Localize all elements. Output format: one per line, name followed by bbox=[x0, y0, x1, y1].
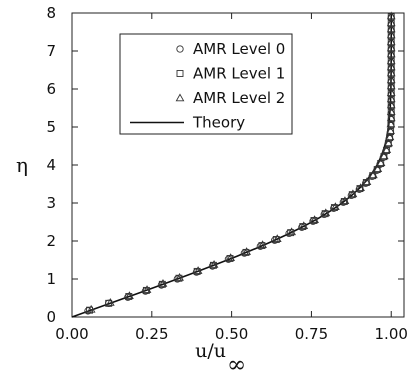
triangle-marker bbox=[386, 24, 396, 33]
triangle-marker bbox=[386, 37, 396, 46]
square-marker bbox=[387, 90, 395, 98]
y-tick-label: 7 bbox=[46, 42, 56, 60]
square-marker bbox=[86, 306, 94, 314]
y-tick-label: 3 bbox=[46, 194, 56, 212]
x-tick-label: 0.50 bbox=[215, 325, 248, 343]
square-marker bbox=[387, 58, 395, 66]
legend: AMR Level 0 AMR Level 1 AMR Level 2 Theory bbox=[130, 40, 285, 132]
legend-square-marker bbox=[176, 70, 184, 77]
triangle-marker bbox=[193, 266, 203, 274]
square-marker bbox=[387, 109, 395, 117]
square-marker bbox=[387, 20, 395, 28]
x-axis-label: u/u bbox=[195, 340, 226, 362]
circle-marker bbox=[298, 223, 306, 231]
triangle-marker bbox=[86, 304, 96, 313]
tick-labels: 0.00 0.25 0.50 0.75 1.00 0 1 2 3 4 5 6 7 8 bbox=[46, 4, 407, 343]
triangle-marker bbox=[158, 279, 168, 287]
triangle-marker bbox=[386, 18, 396, 27]
triangle-marker bbox=[386, 126, 395, 135]
triangle-marker bbox=[386, 113, 396, 122]
circle-marker bbox=[256, 242, 264, 250]
x-tick-label: 0.25 bbox=[135, 325, 168, 343]
y-tick-label: 5 bbox=[46, 118, 56, 136]
triangle-marker bbox=[386, 68, 396, 77]
y-tick-label: 1 bbox=[46, 270, 56, 288]
legend-triangle-marker bbox=[175, 93, 185, 102]
triangle-marker bbox=[142, 285, 152, 293]
triangle-marker bbox=[386, 100, 396, 109]
triangle-marker bbox=[272, 234, 282, 242]
x-tick-label: 0.75 bbox=[295, 325, 328, 343]
legend-label: AMR Level 2 bbox=[193, 89, 285, 107]
triangle-marker bbox=[310, 215, 319, 223]
triangle-marker bbox=[385, 132, 395, 141]
triangle-marker bbox=[386, 30, 396, 39]
y-tick-label: 6 bbox=[46, 80, 56, 98]
y-tick-label: 4 bbox=[46, 156, 56, 174]
triangle-marker bbox=[386, 107, 396, 116]
triangle-marker bbox=[386, 43, 396, 52]
triangle-marker bbox=[382, 145, 392, 154]
triangle-marker bbox=[258, 240, 267, 249]
triangle-marker bbox=[226, 253, 236, 261]
circle-marker bbox=[240, 249, 249, 257]
triangle-marker bbox=[386, 11, 396, 20]
triangle-marker bbox=[386, 62, 396, 71]
triangle-marker bbox=[373, 164, 383, 173]
triangle-marker bbox=[386, 81, 396, 90]
triangle-marker bbox=[386, 56, 396, 65]
circle-marker bbox=[84, 307, 92, 315]
triangle-marker bbox=[125, 291, 134, 299]
triangle-marker bbox=[386, 88, 396, 97]
x-tick-label: 1.00 bbox=[375, 325, 408, 343]
triangle-marker bbox=[368, 170, 378, 179]
y-tick-label: 0 bbox=[46, 308, 56, 326]
y-tick-label: 8 bbox=[46, 4, 56, 22]
triangle-marker bbox=[386, 49, 396, 58]
triangle-marker bbox=[175, 272, 184, 281]
circle-marker bbox=[224, 255, 233, 263]
square-marker bbox=[387, 77, 395, 85]
triangle-marker bbox=[330, 202, 340, 211]
legend-label: AMR Level 1 bbox=[193, 65, 285, 83]
legend-label: Theory bbox=[192, 114, 245, 132]
triangle-marker bbox=[386, 75, 396, 84]
triangle-marker bbox=[299, 221, 309, 230]
triangle-marker bbox=[242, 247, 251, 255]
circle-marker bbox=[271, 236, 279, 244]
triangle-marker bbox=[356, 183, 365, 192]
x-tick-label: 0.00 bbox=[55, 325, 88, 343]
circle-marker bbox=[285, 229, 293, 238]
legend-circle-marker bbox=[176, 45, 184, 53]
triangle-marker bbox=[321, 208, 331, 217]
triangle-marker bbox=[105, 298, 115, 306]
triangle-marker bbox=[376, 158, 386, 166]
series-amr-level-2 bbox=[86, 11, 396, 313]
legend-label: AMR Level 0 bbox=[193, 40, 285, 58]
square-marker bbox=[387, 39, 395, 47]
triangle-marker bbox=[386, 119, 396, 128]
series-layer bbox=[71, 11, 396, 318]
triangle-marker bbox=[348, 189, 358, 198]
triangle-marker bbox=[209, 260, 219, 268]
y-tick-label: 2 bbox=[46, 232, 56, 250]
triangle-marker bbox=[379, 151, 389, 160]
triangle-marker bbox=[340, 196, 350, 204]
triangle-marker bbox=[384, 138, 394, 147]
y-axis-label: η bbox=[16, 153, 28, 177]
triangle-marker bbox=[386, 94, 396, 103]
square-marker bbox=[105, 299, 113, 307]
x-axis-label-subscript: ∞ bbox=[227, 352, 246, 375]
circle-marker bbox=[173, 275, 181, 283]
triangle-marker bbox=[287, 227, 297, 236]
triangle-marker bbox=[362, 177, 372, 185]
legend-box bbox=[119, 33, 293, 135]
